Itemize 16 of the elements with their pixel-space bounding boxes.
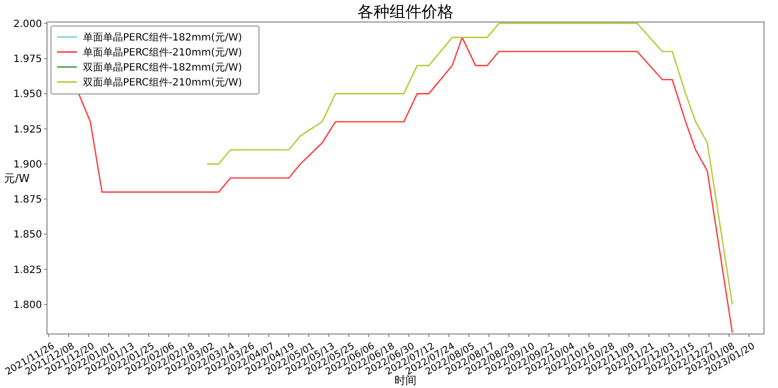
- y-tick-label: 1.975: [13, 54, 42, 66]
- legend-label: 双面单晶PERC组件-210mm(元/W): [83, 76, 242, 88]
- legend-label: 单面单晶PERC组件-182mm(元/W): [83, 32, 242, 44]
- y-tick-label: 1.850: [13, 230, 42, 241]
- y-axis-title: 元/W: [4, 172, 30, 185]
- y-tick-label: 1.950: [13, 89, 42, 100]
- y-tick-label: 1.800: [13, 300, 42, 311]
- legend-label: 双面单晶PERC组件-182mm(元/W): [83, 62, 242, 74]
- legend-label: 单面单晶PERC组件-210mm(元/W): [83, 46, 242, 58]
- chart-title: 各种组件价格: [358, 2, 454, 21]
- y-tick-label: 1.825: [13, 264, 42, 276]
- y-tick-label: 1.875: [13, 194, 42, 206]
- x-axis-title: 时间: [394, 374, 416, 387]
- y-tick-label: 1.900: [13, 159, 42, 170]
- y-tick-label: 1.925: [13, 124, 42, 136]
- y-tick-label: 2.000: [13, 18, 42, 30]
